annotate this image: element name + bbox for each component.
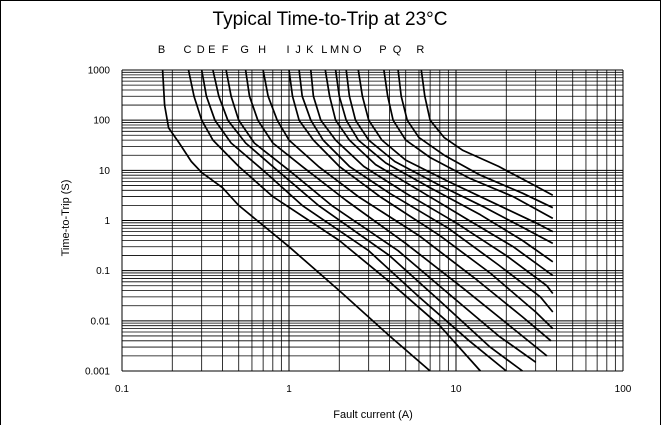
y-tick-label: 10: [99, 166, 111, 177]
curves: [161, 69, 554, 372]
curve-label-p: P: [379, 44, 386, 56]
x-tick-label: 10: [450, 384, 462, 395]
curve-f: [225, 69, 537, 363]
curve-label-q: Q: [393, 44, 402, 56]
curve-label-f: F: [222, 44, 229, 56]
y-tick-label: 100: [93, 116, 110, 127]
y-tick-labels: 1000 100 10 1 0.1 0.01 0.001: [85, 66, 110, 378]
y-tick-label: 0.01: [91, 316, 111, 327]
curve-label-d: D: [197, 44, 205, 56]
curve-o: [357, 69, 554, 233]
curve-label-n: N: [341, 44, 349, 56]
curve-label-m: M: [330, 44, 339, 56]
curve-r: [420, 69, 554, 196]
curve-b: [161, 69, 431, 372]
x-tick-labels: 0.1 1 10 100: [115, 384, 632, 395]
curve-h: [262, 69, 552, 342]
x-tick-label: 1: [286, 384, 292, 395]
curve-label-o: O: [353, 44, 362, 56]
x-axis-label: Fault current (A): [333, 409, 412, 421]
curve-n: [345, 69, 554, 245]
curve-label-j: J: [295, 44, 301, 56]
curve-label-b: B: [158, 44, 165, 56]
curve-m: [334, 69, 554, 263]
curve-q: [397, 69, 554, 209]
curve-i: [288, 69, 554, 330]
curve-e: [212, 69, 524, 372]
curve-g: [244, 69, 548, 357]
y-tick-label: 1: [104, 216, 110, 227]
y-tick-label: 1000: [88, 66, 111, 77]
chart-title: Typical Time-to-Trip at 23°C: [213, 9, 448, 30]
curve-label-l: L: [321, 44, 327, 56]
curve-label-i: I: [286, 44, 289, 56]
curve-label-k: K: [306, 44, 314, 56]
y-tick-label: 0.1: [96, 266, 110, 277]
curve-label-r: R: [416, 44, 424, 56]
curve-k: [309, 69, 554, 295]
curve-label-e: E: [208, 44, 215, 56]
curve-p: [383, 69, 554, 220]
curve-c: [187, 69, 482, 372]
curve-l: [324, 69, 554, 277]
x-tick-label: 0.1: [115, 384, 129, 395]
y-axis-label: Time-to-Trip (S): [60, 180, 72, 257]
x-tick-label: 100: [615, 384, 632, 395]
curve-label-h: H: [258, 44, 266, 56]
y-tick-label: 0.001: [85, 367, 110, 378]
curve-label-c: C: [183, 44, 191, 56]
curve-d: [200, 69, 507, 372]
curve-j: [298, 69, 554, 313]
curve-label-g: G: [240, 44, 249, 56]
